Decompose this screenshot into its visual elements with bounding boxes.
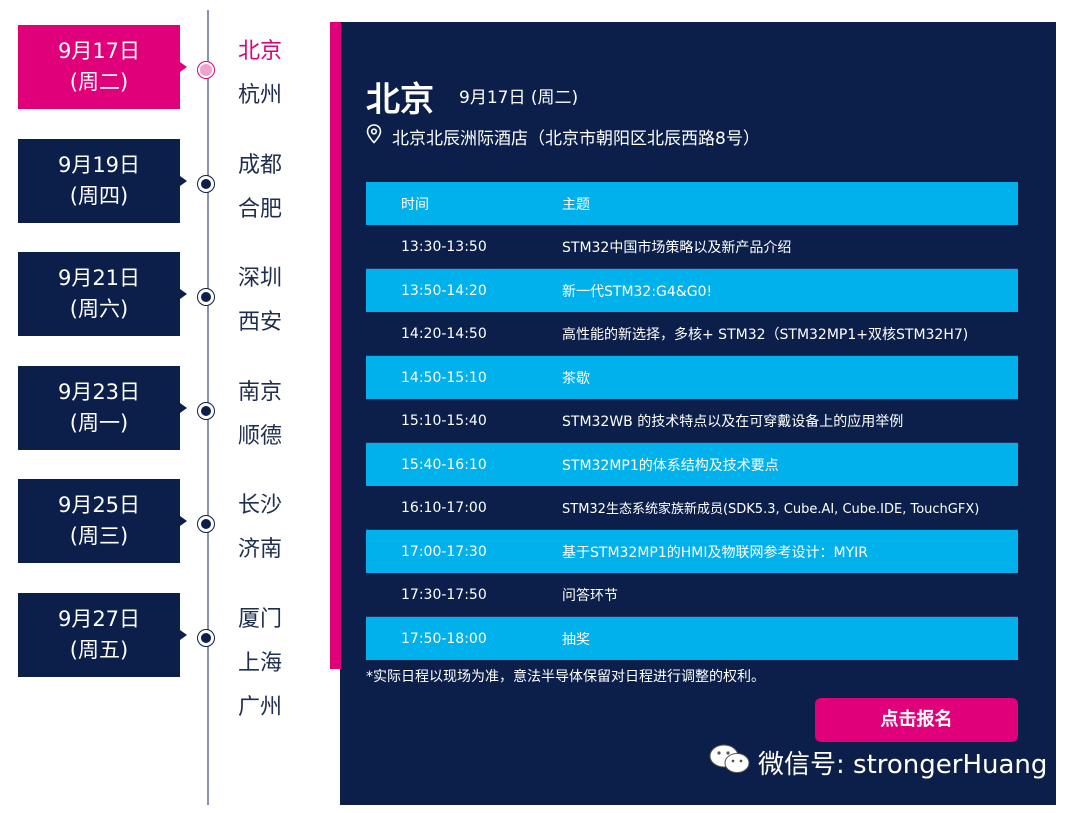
city-hefei[interactable]: 合肥	[238, 197, 283, 222]
table-row: 15:10-15:40 STM32WB 的技术特点以及在可穿戴设备上的应用举例	[366, 399, 1018, 443]
timeline-dot	[197, 515, 215, 533]
watermark-text: 微信号: strongerHuang	[758, 750, 1048, 780]
date-label: 9月21日	[57, 266, 141, 290]
time-cell: 17:30-17:50	[366, 573, 562, 617]
city-xiamen[interactable]: 厦门	[238, 607, 283, 632]
accent-bar	[330, 22, 341, 669]
pointer-arrow	[180, 289, 187, 299]
date-label: 9月25日	[57, 493, 141, 517]
city-changsha[interactable]: 长沙	[238, 493, 283, 518]
time-cell: 13:50-14:20	[401, 282, 487, 299]
topic-cell: STM32MP1的体系结构及技术要点	[562, 457, 779, 474]
pointer-arrow	[180, 176, 187, 186]
city-shunde[interactable]: 顺德	[238, 424, 283, 449]
table-row: 14:20-14:50 高性能的新选择，多核+ STM32（STM32MP1+双…	[366, 312, 1018, 356]
weekday-label: (周二)	[69, 70, 129, 94]
weekday-label: (周四)	[69, 184, 129, 208]
table-row: 17:50-18:00 抽奖	[366, 616, 1018, 660]
table-row: 15:40-16:10 STM32MP1的体系结构及技术要点	[366, 442, 1018, 486]
date-box-0923[interactable]: 9月23日 (周一)	[18, 366, 187, 450]
weekday-label: (周三)	[69, 524, 129, 548]
date-label: 9月23日	[57, 380, 141, 404]
table-row: 13:50-14:20 新一代STM32:G4&G0!	[366, 268, 1018, 312]
weekday-label: (周五)	[69, 638, 129, 662]
timeline-dot	[197, 629, 215, 647]
wechat-watermark: 微信号: strongerHuang	[708, 742, 1047, 783]
date-box-0925[interactable]: 9月25日 (周三)	[18, 479, 187, 563]
wechat-icon	[708, 742, 758, 783]
pointer-arrow	[180, 403, 187, 413]
table-header-row: 时间 主题	[366, 182, 1018, 225]
time-cell: 16:10-17:00	[366, 486, 562, 530]
weekday-label: (周六)	[69, 297, 129, 321]
timeline-dot	[197, 402, 215, 420]
time-cell: 17:00-17:30	[401, 543, 487, 560]
register-button[interactable]: 点击报名	[815, 698, 1018, 742]
topic-cell: 高性能的新选择，多核+ STM32（STM32MP1+双核STM32H7)	[562, 312, 1018, 356]
table-row: 13:30-13:50 STM32中国市场策略以及新产品介绍	[366, 225, 1018, 269]
topic-cell: 问答环节	[562, 573, 1018, 617]
city-xian[interactable]: 西安	[238, 310, 283, 335]
topic-cell: 基于STM32MP1的HMI及物联网参考设计：MYIR	[562, 544, 868, 561]
topic-cell: 新一代STM32:G4&G0!	[562, 283, 713, 300]
topic-cell: STM32生态系统家族新成员(SDK5.3, Cube.AI, Cube.IDE…	[562, 486, 1018, 530]
table-row: 16:10-17:00 STM32生态系统家族新成员(SDK5.3, Cube.…	[366, 486, 1018, 530]
timeline-dot-active	[197, 61, 215, 79]
date-label: 9月27日	[57, 607, 141, 631]
timeline-dot	[197, 175, 215, 193]
city-chengdu[interactable]: 成都	[238, 153, 283, 178]
topic-cell: 抽奖	[562, 631, 590, 648]
time-cell: 14:20-14:50	[366, 312, 562, 356]
city-guangzhou[interactable]: 广州	[238, 695, 283, 720]
detail-date: 9月17日 (周二)	[459, 88, 579, 108]
date-box-0921[interactable]: 9月21日 (周六)	[18, 252, 187, 336]
time-cell: 15:40-16:10	[401, 456, 487, 473]
header-time: 时间	[401, 196, 429, 213]
header-topic: 主题	[562, 196, 590, 213]
city-beijing[interactable]: 北京	[238, 39, 283, 64]
time-cell: 15:10-15:40	[366, 399, 562, 443]
location-pin-icon	[366, 124, 392, 149]
date-box-0927[interactable]: 9月27日 (周五)	[18, 593, 187, 677]
date-box-0917[interactable]: 9月17日 (周二)	[18, 25, 187, 109]
date-box-0919[interactable]: 9月19日 (周四)	[18, 139, 187, 223]
detail-city-title: 北京	[366, 80, 434, 120]
venue-text: 北京北辰洲际酒店（北京市朝阳区北辰西路8号）	[392, 129, 760, 149]
topic-cell: STM32中国市场策略以及新产品介绍	[562, 225, 1018, 269]
pointer-arrow	[180, 630, 187, 640]
city-nanjing[interactable]: 南京	[238, 380, 283, 405]
city-shanghai[interactable]: 上海	[238, 651, 283, 676]
city-jinan[interactable]: 济南	[238, 537, 283, 562]
time-cell: 17:50-18:00	[401, 630, 487, 647]
topic-cell: 茶歇	[562, 370, 590, 387]
agenda-table: 时间 主题 13:30-13:50 STM32中国市场策略以及新产品介绍 13:…	[366, 182, 1018, 660]
table-row: 17:30-17:50 问答环节	[366, 573, 1018, 617]
city-hangzhou[interactable]: 杭州	[238, 83, 283, 108]
table-row: 17:00-17:30 基于STM32MP1的HMI及物联网参考设计：MYIR	[366, 529, 1018, 573]
city-shenzhen[interactable]: 深圳	[238, 266, 283, 291]
time-cell: 14:50-15:10	[401, 369, 487, 386]
topic-cell: STM32WB 的技术特点以及在可穿戴设备上的应用举例	[562, 399, 1018, 443]
schedule-disclaimer: *实际日程以现场为准，意法半导体保留对日程进行调整的权利。	[366, 669, 765, 685]
time-cell: 13:30-13:50	[366, 225, 562, 269]
pointer-arrow	[180, 62, 187, 72]
weekday-label: (周一)	[69, 411, 129, 435]
table-row: 14:50-15:10 茶歇	[366, 355, 1018, 399]
timeline-dot	[197, 288, 215, 306]
date-label: 9月17日	[57, 39, 141, 63]
pointer-arrow	[180, 516, 187, 526]
date-label: 9月19日	[57, 153, 141, 177]
venue-row: 北京北辰洲际酒店（北京市朝阳区北辰西路8号）	[366, 124, 760, 149]
